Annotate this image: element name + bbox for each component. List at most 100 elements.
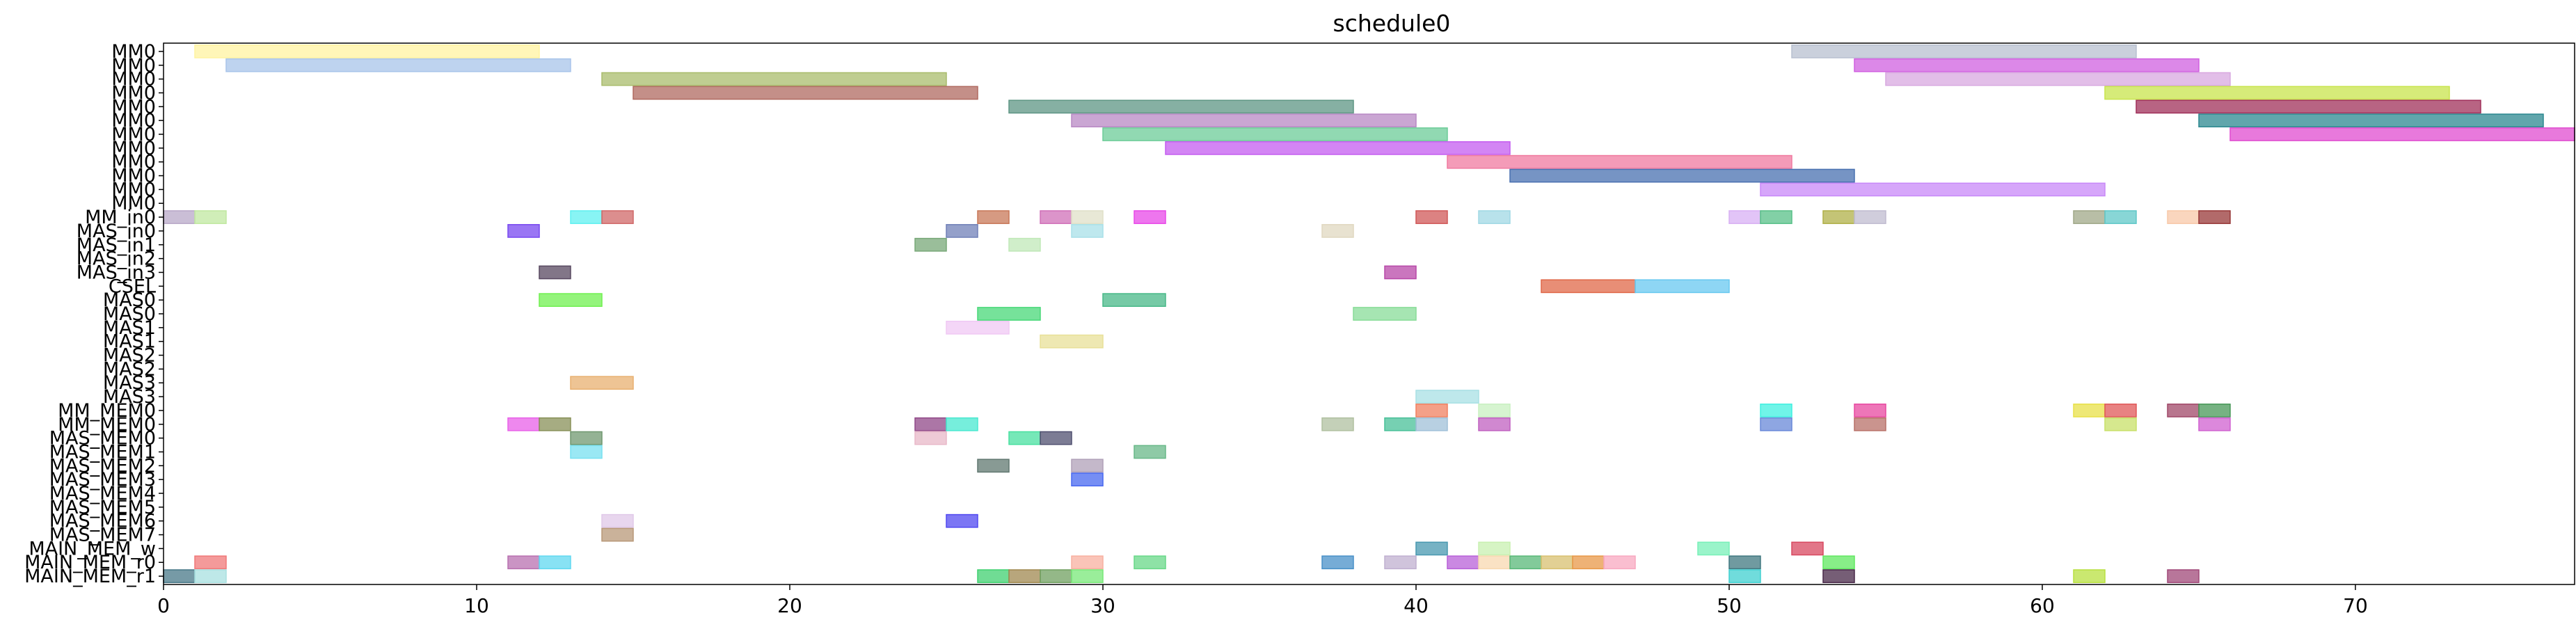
task-bar-91 — [507, 555, 540, 570]
task-bar-43 — [1384, 265, 1417, 280]
task-bar-34 — [2167, 210, 2200, 224]
task-bar-72 — [2104, 417, 2137, 431]
task-bar-63 — [539, 417, 571, 431]
task-bar-39 — [1321, 224, 1354, 238]
task-bar-33 — [2104, 210, 2137, 224]
task-bar-67 — [1384, 417, 1417, 431]
y-tick-label-21: MAS1 — [103, 331, 156, 353]
task-bar-61 — [2198, 404, 2231, 417]
task-bar-0 — [194, 45, 540, 58]
x-tick-label-3: 30 — [1090, 594, 1115, 617]
task-bar-78 — [570, 445, 603, 459]
y-axis: MM0MM0MM0MM0MM0MM0MM0MM0MM0MM0MM0MM0MM_i… — [24, 41, 164, 587]
task-bar-41 — [1008, 237, 1041, 252]
task-bar-4 — [601, 72, 947, 86]
y-tick-label-34: MAS_MEM6 — [49, 511, 156, 532]
task-bar-36 — [507, 224, 540, 238]
y-tick-label-15: MAS_in2 — [77, 248, 156, 270]
task-bar-60 — [2167, 404, 2200, 417]
task-bar-110 — [1071, 569, 1104, 583]
task-bar-113 — [2073, 569, 2106, 583]
y-tick-label-2: MM0 — [111, 69, 156, 90]
y-tick-label-14: MAS_in1 — [77, 234, 156, 256]
task-bar-54 — [1415, 404, 1448, 417]
y-tick-label-8: MM0 — [111, 152, 156, 173]
task-bar-98 — [1478, 555, 1511, 570]
task-bar-16 — [1509, 168, 1855, 183]
task-bar-81 — [1071, 459, 1104, 473]
x-tick-label-5: 50 — [1717, 594, 1742, 617]
task-bar-44 — [1541, 279, 1636, 294]
task-bar-58 — [2073, 404, 2106, 417]
task-bar-3 — [1854, 58, 2200, 72]
x-tick-label-2: 20 — [777, 594, 802, 617]
task-bar-82 — [1071, 472, 1104, 487]
task-bar-62 — [507, 417, 540, 431]
task-bar-59 — [2104, 404, 2137, 417]
task-bar-70 — [1760, 417, 1792, 431]
task-bar-11 — [2198, 113, 2544, 128]
task-bar-96 — [1384, 555, 1417, 570]
y-tick-label-6: MM0 — [111, 124, 156, 145]
y-tick-label-19: MAS0 — [103, 303, 156, 325]
task-bar-46 — [539, 293, 603, 308]
task-bar-64 — [914, 417, 947, 431]
task-bar-87 — [1478, 541, 1511, 556]
task-bar-25 — [1134, 210, 1166, 224]
x-tick-label-4: 40 — [1404, 594, 1429, 617]
task-bar-57 — [1854, 404, 1886, 417]
task-bar-68 — [1415, 417, 1448, 431]
task-bar-22 — [977, 210, 1010, 224]
task-bar-20 — [570, 210, 603, 224]
task-bar-55 — [1478, 404, 1511, 417]
task-bar-73 — [2198, 417, 2231, 431]
task-bar-23 — [1040, 210, 1072, 224]
task-bar-28 — [1728, 210, 1761, 224]
task-bar-5 — [1885, 72, 2231, 86]
task-bar-38 — [1071, 224, 1104, 238]
task-bar-10 — [1071, 113, 1417, 128]
task-bar-6 — [633, 86, 978, 100]
task-bar-104 — [1822, 555, 1855, 570]
task-bar-31 — [1854, 210, 1886, 224]
task-bar-111 — [1728, 569, 1761, 583]
task-bar-37 — [946, 224, 978, 238]
x-tick-label-6: 60 — [2030, 594, 2055, 617]
y-tick-label-16: MAS_in3 — [77, 262, 156, 283]
task-bar-65 — [946, 417, 978, 431]
task-bar-88 — [1697, 541, 1730, 556]
y-tick-label-0: MM0 — [111, 41, 156, 63]
task-bar-35 — [2198, 210, 2231, 224]
y-tick-label-10: MM0 — [111, 179, 156, 200]
y-tick-label-23: MAS2 — [103, 358, 156, 380]
task-bar-100 — [1541, 555, 1573, 570]
y-tick-label-26: MM_MEM0 — [58, 400, 156, 422]
y-tick-label-7: MM0 — [111, 138, 156, 159]
y-tick-label-11: MM0 — [111, 193, 156, 214]
y-tick-label-28: MAS_MEM0 — [49, 428, 156, 449]
task-bar-40 — [914, 237, 947, 252]
task-bar-17 — [1760, 182, 2106, 197]
y-tick-label-5: MM0 — [111, 110, 156, 132]
task-bar-69 — [1478, 417, 1511, 431]
task-bar-21 — [601, 210, 634, 224]
task-bar-51 — [1040, 334, 1104, 349]
task-bar-105 — [163, 569, 196, 583]
task-bar-101 — [1572, 555, 1605, 570]
task-bar-15 — [1447, 154, 1792, 169]
task-bar-92 — [539, 555, 571, 570]
task-bar-42 — [539, 265, 571, 280]
task-bar-97 — [1447, 555, 1479, 570]
task-bar-18 — [163, 210, 196, 224]
y-tick-label-29: MAS_MEM1 — [49, 441, 156, 463]
y-tick-label-17: CSEL — [109, 276, 156, 297]
y-tick-label-24: MAS3 — [103, 372, 156, 394]
y-tick-label-33: MAS_MEM5 — [49, 497, 156, 518]
task-bar-77 — [1040, 431, 1072, 445]
task-bar-80 — [977, 459, 1010, 473]
y-tick-label-1: MM0 — [111, 55, 156, 77]
task-bar-8 — [1008, 99, 1354, 114]
y-tick-label-31: MAS_MEM3 — [49, 469, 156, 491]
chart-title: schedule0 — [1333, 10, 1451, 37]
